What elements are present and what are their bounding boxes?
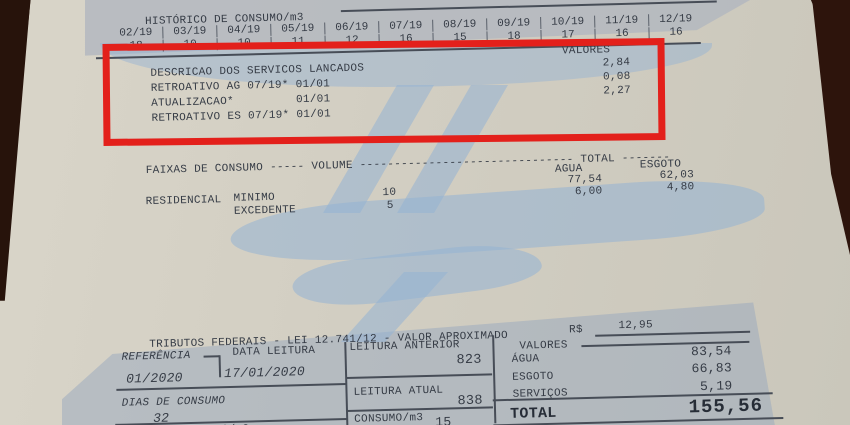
esgoto-value: 66,83: [691, 360, 733, 377]
leitura-anterior-value: 823: [456, 352, 482, 369]
consumo-label: CONSUMO/m3: [354, 412, 424, 425]
referencia-value: 01/2020: [125, 370, 184, 387]
total-label: TOTAL: [509, 404, 557, 423]
total-value: 155,56: [688, 394, 764, 419]
dias-consumo-label: DIAS DE CONSUMO: [121, 395, 226, 410]
leitura-anterior-label: LEITURA ANTERIOR: [349, 339, 460, 354]
rule-line: [218, 355, 222, 378]
valores-label: VALORES: [519, 339, 568, 353]
historico-month: 08/19: [432, 18, 487, 32]
faixas-minimo-agua: 6,00: [574, 185, 603, 199]
rule-line: [203, 355, 220, 358]
highlight-annotation-box: [102, 38, 666, 146]
historico-month: 11/19: [594, 14, 649, 28]
tributos-moeda: R$: [568, 324, 583, 337]
historico-month: 05/19: [270, 22, 325, 36]
data-leitura-value: 17/01/2020: [223, 364, 306, 382]
consumo-value: 15: [435, 414, 452, 425]
agua-label: ÁGUA: [511, 353, 540, 366]
rule-line: [340, 0, 717, 13]
historico-month: 12/19: [648, 12, 703, 27]
faixas-minimo-label: MINIMO: [233, 191, 276, 205]
faixas-minimo-volume: 10: [382, 186, 397, 200]
historico-month: 03/19: [162, 25, 217, 39]
historico-month: 06/19: [324, 21, 379, 35]
referencia-label: REFERÊNCIA: [121, 349, 191, 364]
historico-month: 09/19: [486, 17, 541, 31]
faixas-excedente-volume: 5: [386, 199, 394, 212]
data-leitura-label: DATA LEITURA: [232, 344, 316, 359]
rule-line: [492, 335, 497, 424]
tributos-valor: 12,95: [618, 319, 654, 333]
rule-line: [346, 373, 493, 380]
historico-month: 04/19: [216, 23, 271, 38]
faixas-excedente-label: EXCEDENTE: [233, 204, 297, 218]
faixas-categoria: RESIDENCIAL: [145, 194, 222, 209]
historico-month: 07/19: [378, 19, 433, 34]
historico-month: 10/19: [540, 15, 595, 30]
faixas-minimo-esgoto: 4,80: [666, 181, 695, 194]
rule-line: [344, 342, 349, 425]
esgoto-label: ESGOTO: [512, 370, 554, 384]
historico-month: 02/19: [119, 26, 153, 40]
agua-value: 83,54: [690, 343, 732, 360]
